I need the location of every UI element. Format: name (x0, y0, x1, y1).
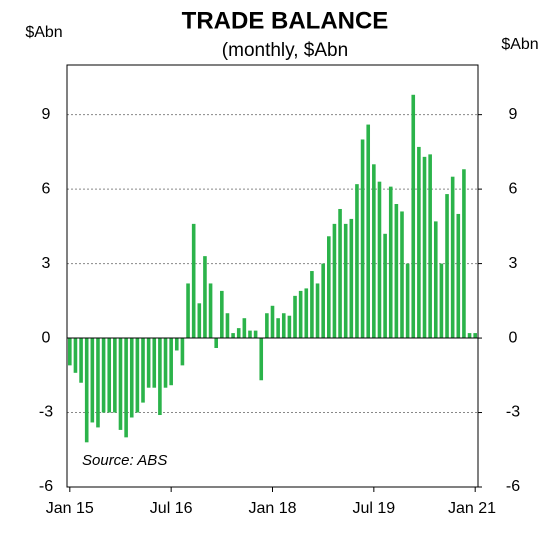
y-tick-label: 3 (42, 255, 51, 272)
bar (467, 333, 472, 339)
bar (253, 330, 258, 339)
y-axis-label: $Abn (25, 24, 62, 41)
bar (158, 338, 162, 416)
bar (214, 338, 219, 348)
bar (174, 338, 179, 351)
bar (281, 313, 286, 339)
bar (84, 338, 89, 443)
bar (208, 283, 213, 339)
bar (372, 164, 376, 339)
bar (405, 263, 410, 339)
bar (96, 338, 100, 428)
bar (197, 303, 202, 339)
bar (236, 328, 241, 339)
bar (355, 184, 359, 339)
bar (315, 283, 320, 339)
bar (321, 263, 325, 339)
x-tick-label: Jul 16 (150, 500, 193, 517)
x-tick-label: Jul 19 (352, 500, 395, 517)
bar (146, 338, 151, 388)
bar (242, 318, 247, 339)
bar (101, 338, 106, 413)
bar (411, 94, 416, 339)
chart-subtitle: (monthly, $Abn (222, 40, 348, 61)
bar (417, 146, 421, 339)
bar (439, 263, 444, 339)
y2-tick-label: 6 (509, 180, 518, 197)
bar (383, 233, 387, 339)
bar (293, 295, 297, 339)
bar (203, 256, 207, 339)
bar (68, 338, 72, 366)
y-tick-label: 9 (42, 106, 51, 123)
bar (107, 338, 112, 413)
bar (265, 313, 269, 339)
bar (473, 333, 477, 339)
bar (276, 318, 280, 339)
y-tick-label: 6 (42, 180, 51, 197)
bar (163, 338, 168, 388)
bar (394, 204, 399, 339)
y2-tick-label: 9 (509, 106, 518, 123)
bar (118, 338, 123, 430)
bar (450, 176, 455, 339)
y-tick-label: -3 (39, 404, 53, 421)
y2-tick-label: 3 (509, 255, 518, 272)
bar (304, 288, 309, 339)
bar (326, 236, 331, 339)
bar (287, 315, 292, 339)
x-tick-label: Jan 18 (248, 500, 296, 517)
bar (73, 338, 78, 373)
bar (310, 271, 314, 339)
y-tick-label: 0 (42, 329, 51, 346)
chart-title: TRADE BALANCE (182, 7, 389, 34)
bar (191, 223, 196, 339)
bar (231, 333, 235, 339)
bar (259, 338, 264, 381)
bar (124, 338, 128, 438)
bar (180, 338, 185, 366)
y2-tick-label: -3 (506, 404, 520, 421)
bar (220, 290, 224, 339)
bar (445, 194, 449, 339)
bar (366, 124, 371, 339)
bar (141, 338, 145, 403)
bar (433, 221, 438, 339)
bar (186, 283, 190, 339)
annotation: Source: ABS (82, 452, 167, 469)
bar (388, 186, 393, 339)
bar (360, 139, 365, 339)
plot-frame (66, 64, 479, 488)
bar (377, 181, 382, 339)
y2-tick-label: 0 (509, 329, 518, 346)
bar (135, 338, 140, 413)
bar (349, 218, 354, 339)
bar (338, 208, 342, 339)
bar (400, 211, 404, 339)
bar (462, 169, 466, 339)
bar (422, 156, 427, 339)
bar (428, 154, 432, 339)
x-tick-label: Jan 21 (448, 500, 496, 517)
bar (79, 338, 83, 383)
bar (113, 338, 117, 413)
bar (169, 338, 173, 386)
bar (332, 223, 337, 339)
bar (270, 305, 275, 339)
bar (90, 338, 95, 423)
x-tick-label: Jan 15 (46, 500, 94, 517)
y2-axis-label: $Abn (501, 36, 538, 53)
bar (152, 338, 157, 388)
bar (298, 290, 303, 339)
y-tick-label: -6 (39, 478, 53, 495)
bar (248, 330, 252, 339)
bar (225, 313, 230, 339)
y2-tick-label: -6 (506, 478, 520, 495)
bar (456, 213, 461, 339)
bar (343, 223, 348, 339)
bar (129, 338, 134, 418)
